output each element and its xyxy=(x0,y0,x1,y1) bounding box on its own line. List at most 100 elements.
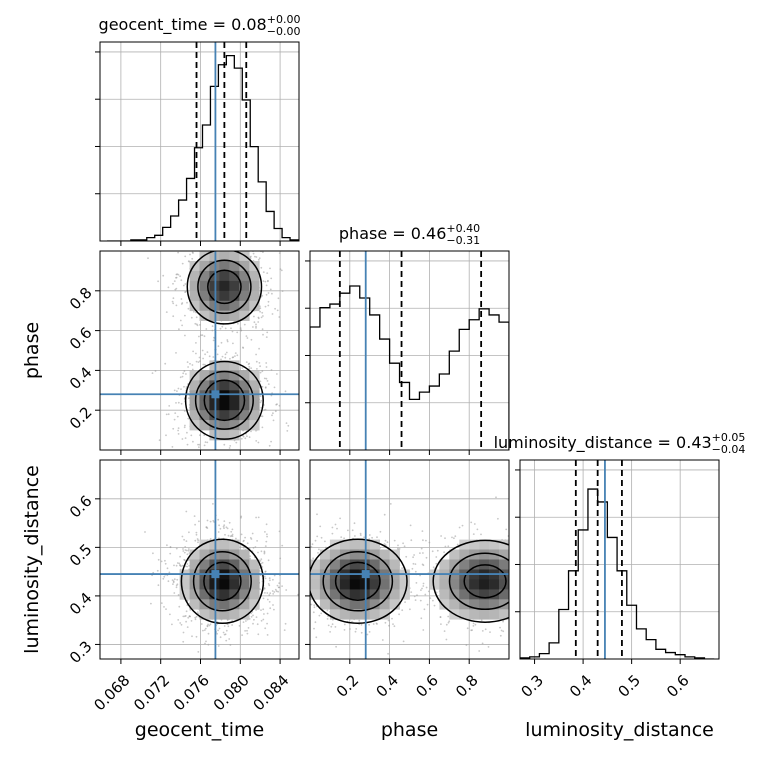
sample-point xyxy=(403,545,406,548)
sample-point xyxy=(178,562,181,565)
density-cell xyxy=(219,589,230,600)
contour-1-1 xyxy=(197,259,252,315)
contour-0-2 xyxy=(203,379,246,422)
sample-point xyxy=(199,324,201,326)
sample-point xyxy=(260,619,263,622)
sample-point xyxy=(264,387,267,389)
sample-point xyxy=(421,530,424,532)
sample-point xyxy=(372,623,375,625)
sample-point xyxy=(206,351,209,353)
sample-point xyxy=(184,424,186,427)
title-value: 0.46 xyxy=(411,224,447,243)
sample-point xyxy=(171,579,174,581)
density-cell xyxy=(199,539,210,550)
sample-point xyxy=(194,539,197,542)
contour-0-0 xyxy=(184,360,264,440)
x-tick-label: 0.068 xyxy=(90,671,133,714)
sample-point xyxy=(151,372,154,374)
sample-point xyxy=(426,603,429,606)
sample-point xyxy=(163,606,165,608)
sample-point xyxy=(436,549,439,552)
sample-point xyxy=(252,547,255,549)
sample-point xyxy=(268,601,271,603)
sample-point xyxy=(502,630,505,633)
density-cell xyxy=(499,559,509,570)
sample-point xyxy=(177,619,180,621)
sample-point xyxy=(284,622,287,625)
sample-point xyxy=(265,540,268,543)
title-plus: +0.40 xyxy=(446,222,480,235)
sample-point xyxy=(371,536,373,539)
sample-point xyxy=(272,604,274,606)
sample-point xyxy=(263,575,266,578)
sample-point xyxy=(218,524,221,527)
density-cell xyxy=(189,290,200,302)
sample-point xyxy=(528,577,530,579)
sample-point xyxy=(204,363,206,366)
sample-point xyxy=(224,533,226,536)
sample-point xyxy=(274,588,277,591)
sample-point xyxy=(392,623,394,625)
sample-point xyxy=(303,573,305,575)
sample-point xyxy=(515,512,517,514)
sample-point xyxy=(192,244,194,246)
sample-point xyxy=(186,553,189,556)
sample-point xyxy=(259,307,262,309)
sample-point xyxy=(535,553,537,555)
sample-point xyxy=(538,571,540,573)
sample-point xyxy=(270,369,273,371)
contour-1-0 xyxy=(186,251,263,325)
sample-point xyxy=(547,555,549,557)
sample-point xyxy=(278,252,281,255)
sample-point xyxy=(397,544,399,547)
sample-point xyxy=(177,429,180,432)
hist-clip-group xyxy=(106,54,299,241)
sample-point xyxy=(157,584,160,587)
sample-point xyxy=(229,246,231,248)
density-cell xyxy=(389,589,400,600)
sample-point xyxy=(280,269,283,272)
sample-point xyxy=(255,440,258,442)
sample-point xyxy=(184,549,187,551)
sample-point xyxy=(419,574,421,577)
sample-point xyxy=(515,560,517,562)
sample-point xyxy=(412,562,415,565)
density-cell xyxy=(469,539,480,550)
y-tick-label: 0.6 xyxy=(66,492,96,522)
density-cell xyxy=(249,300,260,312)
density-cell xyxy=(219,251,230,262)
panel-frame xyxy=(99,250,300,451)
sample-point xyxy=(203,434,206,436)
sample-point xyxy=(272,419,275,422)
density-cell xyxy=(219,430,230,441)
sample-point xyxy=(349,628,351,630)
sample-point xyxy=(522,544,524,546)
density-cell xyxy=(199,420,210,431)
sample-point xyxy=(228,452,230,454)
sample-point xyxy=(259,395,262,397)
sample-point xyxy=(293,560,295,562)
density-cell xyxy=(339,539,351,550)
sample-point xyxy=(513,571,515,573)
sample-point xyxy=(536,585,538,587)
density-cell xyxy=(219,280,230,292)
sample-point xyxy=(327,624,330,627)
sample-point xyxy=(187,307,190,310)
sample-point xyxy=(253,618,255,621)
density-cell xyxy=(229,300,240,312)
sample-point xyxy=(276,309,279,312)
density-cell xyxy=(229,360,240,371)
density-cell xyxy=(219,420,230,431)
sample-point xyxy=(415,582,418,584)
sample-point xyxy=(257,317,260,320)
sample-point xyxy=(517,566,519,568)
sample-point xyxy=(257,441,260,444)
sample-point xyxy=(266,622,268,625)
sample-point xyxy=(540,573,542,575)
density-cell xyxy=(219,270,230,282)
sample-point xyxy=(167,286,170,289)
sample-point xyxy=(195,342,197,344)
sample-point xyxy=(532,540,534,542)
density-cell xyxy=(249,589,260,600)
